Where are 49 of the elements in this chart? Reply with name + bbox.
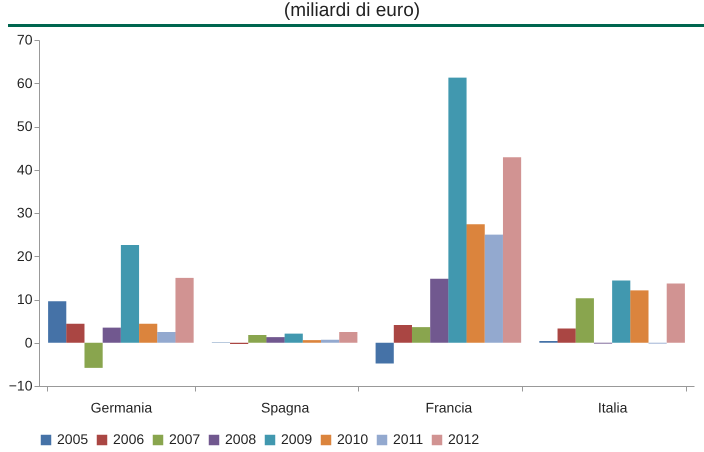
bar bbox=[120, 245, 140, 343]
legend-label: 2009 bbox=[281, 431, 312, 447]
y-tick-label: 30 bbox=[16, 204, 33, 220]
bar bbox=[266, 337, 285, 343]
y-tick-label: 50 bbox=[16, 118, 33, 134]
bar bbox=[139, 324, 158, 343]
bar bbox=[612, 280, 630, 343]
legend-label: 2005 bbox=[57, 431, 88, 447]
bar bbox=[630, 290, 649, 343]
bar bbox=[48, 301, 66, 343]
y-tick-label: 40 bbox=[16, 161, 33, 178]
y-tick-label: 10 bbox=[16, 291, 33, 307]
y-tick-label: 0 bbox=[24, 334, 33, 350]
x-tick-label: Germania bbox=[90, 400, 152, 416]
bar bbox=[484, 234, 503, 343]
bar bbox=[102, 328, 121, 343]
bar bbox=[448, 78, 467, 343]
bar bbox=[412, 327, 430, 343]
legend-label: 2008 bbox=[225, 431, 256, 447]
chart-title: (miliardi di euro) bbox=[282, 0, 422, 22]
x-tick-label: Francia bbox=[426, 400, 472, 416]
y-tick-label: 60 bbox=[16, 74, 33, 91]
y-tick-label: −10 bbox=[8, 378, 33, 394]
y-tick-label: 20 bbox=[16, 248, 33, 264]
legend-label: 2010 bbox=[337, 431, 368, 447]
bar bbox=[576, 298, 594, 343]
bar bbox=[502, 157, 522, 343]
x-tick-label: Spagna bbox=[260, 400, 310, 416]
legend-label: 2012 bbox=[448, 431, 480, 447]
bar bbox=[175, 278, 194, 343]
bar bbox=[430, 278, 448, 343]
y-tick-label: 70 bbox=[16, 32, 33, 48]
x-tick-label: Italia bbox=[598, 400, 628, 416]
bar bbox=[248, 334, 266, 343]
bar bbox=[157, 332, 176, 343]
bar bbox=[66, 324, 84, 343]
bar bbox=[84, 342, 103, 368]
bar bbox=[666, 284, 685, 343]
bar bbox=[558, 328, 576, 343]
legend-label: 2007 bbox=[169, 431, 200, 447]
bar bbox=[284, 334, 303, 343]
bar bbox=[302, 340, 322, 343]
bar bbox=[394, 325, 412, 343]
bar bbox=[339, 332, 358, 343]
legend-label: 2011 bbox=[393, 431, 424, 447]
bar bbox=[321, 340, 340, 343]
bar bbox=[466, 224, 485, 343]
bar bbox=[376, 342, 394, 364]
legend-label: 2006 bbox=[113, 431, 144, 447]
